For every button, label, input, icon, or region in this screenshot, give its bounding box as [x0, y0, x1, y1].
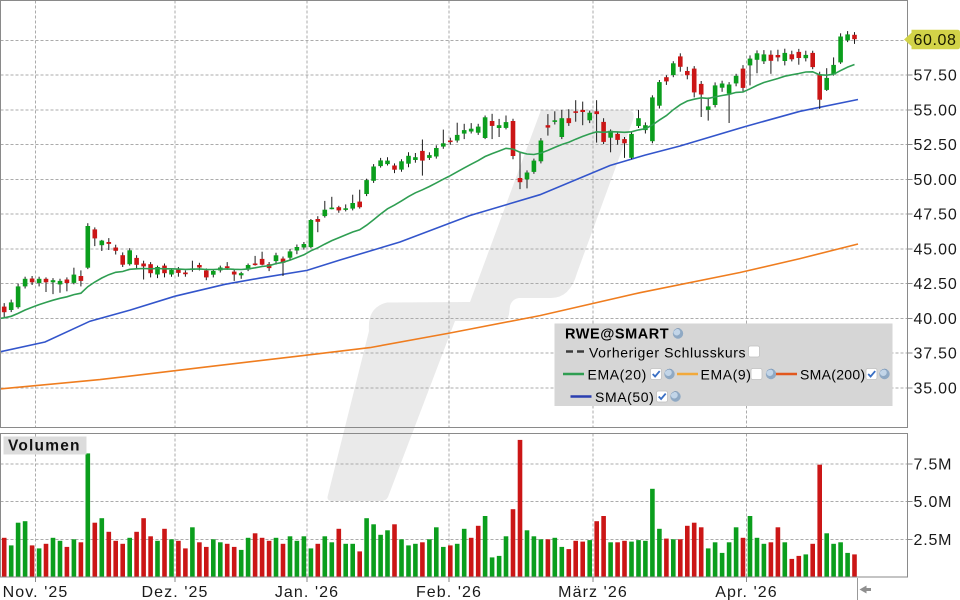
svg-text:50.00: 50.00	[914, 172, 958, 189]
svg-text:40.00: 40.00	[914, 311, 958, 328]
svg-text:7.5M: 7.5M	[914, 457, 953, 474]
svg-text:37.50: 37.50	[914, 346, 958, 363]
svg-text:RWE@SMART: RWE@SMART	[565, 327, 669, 343]
svg-text:35.00: 35.00	[914, 380, 958, 397]
svg-text:47.50: 47.50	[914, 207, 958, 224]
svg-text:42.50: 42.50	[914, 276, 958, 293]
svg-text:Nov. '25: Nov. '25	[3, 584, 69, 600]
svg-text:60.08: 60.08	[914, 32, 957, 49]
svg-text:52.50: 52.50	[914, 137, 958, 154]
svg-text:57.50: 57.50	[914, 68, 958, 85]
svg-text:Jan. '26: Jan. '26	[275, 584, 339, 600]
svg-text:Feb. '26: Feb. '26	[416, 584, 482, 600]
svg-text:Vorheriger Schlusskurs: Vorheriger Schlusskurs	[589, 345, 746, 361]
svg-text:EMA(9): EMA(9)	[701, 367, 752, 383]
svg-text:55.00: 55.00	[914, 102, 958, 119]
svg-text:Apr. '26: Apr. '26	[715, 584, 778, 600]
svg-text:EMA(20): EMA(20)	[588, 367, 647, 383]
svg-text:März '26: März '26	[558, 584, 628, 600]
svg-text:5.0M: 5.0M	[914, 494, 953, 511]
svg-text:2.5M: 2.5M	[914, 532, 953, 549]
svg-text:Volumen: Volumen	[8, 438, 81, 455]
svg-text:45.00: 45.00	[914, 241, 958, 258]
svg-text:Dez. '25: Dez. '25	[142, 584, 209, 600]
svg-text:SMA(200): SMA(200)	[800, 367, 865, 383]
svg-text:SMA(50): SMA(50)	[595, 389, 654, 405]
